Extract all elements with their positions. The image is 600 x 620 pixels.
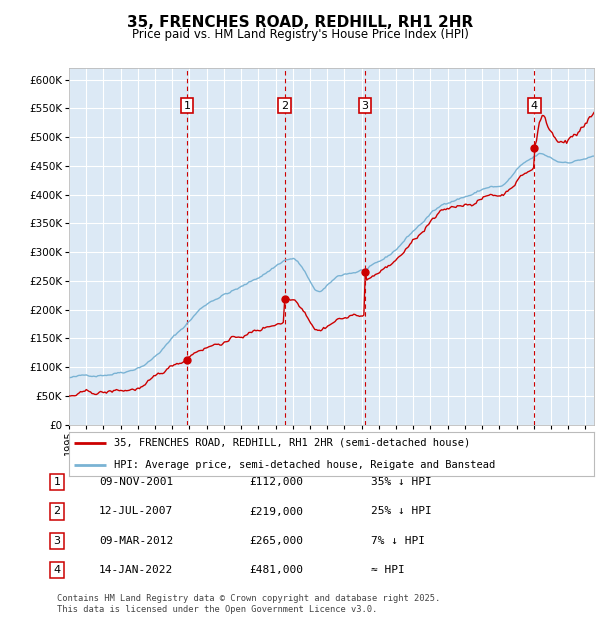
Text: 35, FRENCHES ROAD, REDHILL, RH1 2HR: 35, FRENCHES ROAD, REDHILL, RH1 2HR — [127, 16, 473, 30]
Text: Price paid vs. HM Land Registry's House Price Index (HPI): Price paid vs. HM Land Registry's House … — [131, 28, 469, 40]
Text: ≈ HPI: ≈ HPI — [371, 565, 404, 575]
Text: 09-NOV-2001: 09-NOV-2001 — [99, 477, 173, 487]
Text: Contains HM Land Registry data © Crown copyright and database right 2025.
This d: Contains HM Land Registry data © Crown c… — [57, 595, 440, 614]
Text: £265,000: £265,000 — [249, 536, 303, 546]
Text: 35, FRENCHES ROAD, REDHILL, RH1 2HR (semi-detached house): 35, FRENCHES ROAD, REDHILL, RH1 2HR (sem… — [113, 438, 470, 448]
Text: 14-JAN-2022: 14-JAN-2022 — [99, 565, 173, 575]
Text: 25% ↓ HPI: 25% ↓ HPI — [371, 507, 431, 516]
Text: 09-MAR-2012: 09-MAR-2012 — [99, 536, 173, 546]
Text: 2: 2 — [281, 100, 288, 110]
Text: 4: 4 — [53, 565, 61, 575]
Text: 3: 3 — [53, 536, 61, 546]
Text: 1: 1 — [53, 477, 61, 487]
Text: 35% ↓ HPI: 35% ↓ HPI — [371, 477, 431, 487]
Text: 12-JUL-2007: 12-JUL-2007 — [99, 507, 173, 516]
Text: 3: 3 — [361, 100, 368, 110]
Text: 7% ↓ HPI: 7% ↓ HPI — [371, 536, 425, 546]
Text: £481,000: £481,000 — [249, 565, 303, 575]
Text: £219,000: £219,000 — [249, 507, 303, 516]
Text: £112,000: £112,000 — [249, 477, 303, 487]
Text: 2: 2 — [53, 507, 61, 516]
Text: HPI: Average price, semi-detached house, Reigate and Banstead: HPI: Average price, semi-detached house,… — [113, 460, 495, 470]
Text: 4: 4 — [531, 100, 538, 110]
Text: 1: 1 — [184, 100, 191, 110]
